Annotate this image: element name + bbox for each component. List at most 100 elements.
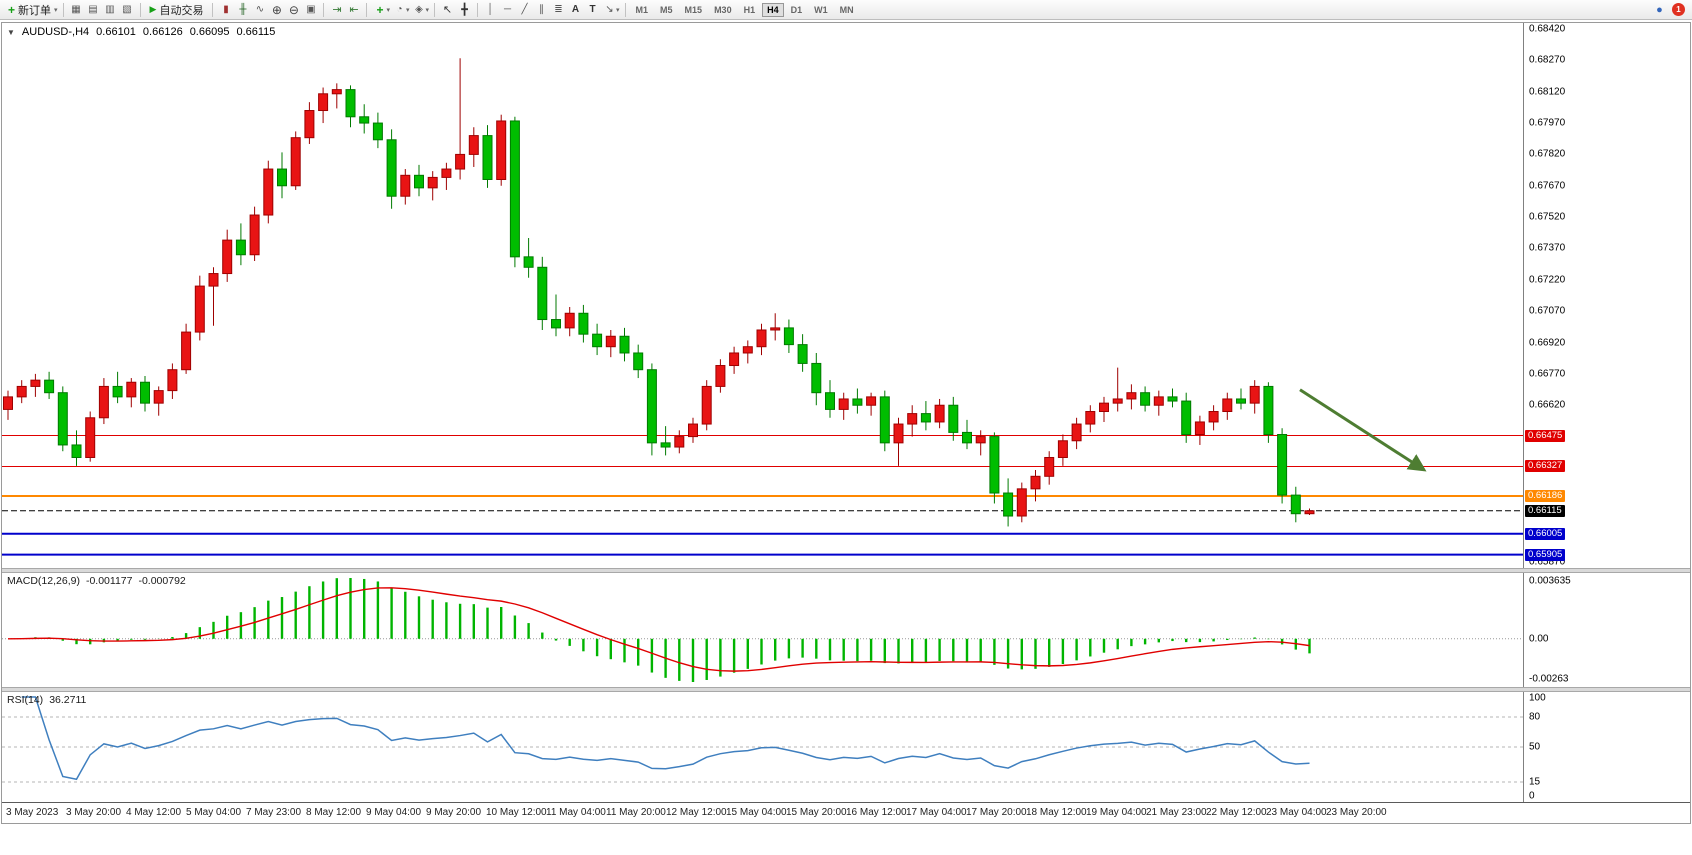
- candle: [140, 381, 150, 404]
- caret-icon: ▾: [405, 6, 410, 14]
- trendline-icon[interactable]: ╱: [521, 4, 528, 15]
- indicators-icon[interactable]: +: [376, 2, 384, 17]
- candle: [304, 110, 315, 139]
- candle: [551, 319, 561, 329]
- candle: [948, 404, 959, 433]
- time-label: 16 May 12:00: [846, 807, 907, 818]
- caret-icon: ▾: [54, 6, 58, 14]
- chart-window: ▼ AUDUSD-,H4 0.66101 0.66126 0.66095 0.6…: [1, 22, 1691, 824]
- candle: [30, 379, 41, 387]
- candle: [372, 122, 383, 141]
- crosshair-icon[interactable]: ╋: [461, 4, 468, 16]
- price-tick: 0.67070: [1529, 305, 1566, 317]
- profiles-icon[interactable]: ▤: [88, 4, 98, 15]
- pane-splitter[interactable]: [2, 687, 1690, 692]
- pane-splitter[interactable]: [2, 568, 1690, 573]
- line-chart-icon[interactable]: ∿: [255, 4, 265, 15]
- collapse-ohlc-icon[interactable]: ▼: [7, 27, 15, 37]
- auto-trading-button[interactable]: ▶ 自动交易: [145, 1, 209, 18]
- chart-shift-icon[interactable]: ⇤: [349, 4, 359, 16]
- macd-signal-value: -0.000792: [138, 575, 186, 587]
- rsi-axis-label: 50: [1529, 741, 1541, 753]
- time-label: 15 May 20:00: [786, 807, 847, 818]
- time-label: 23 May 20:00: [1326, 807, 1387, 818]
- rsi-axis-label: 100: [1529, 692, 1546, 704]
- macd-name: MACD(12,26,9): [7, 575, 80, 587]
- time-label: 18 May 12:00: [1026, 807, 1087, 818]
- candle: [797, 344, 808, 364]
- rsi-canvas[interactable]: [2, 692, 1523, 802]
- candle: [277, 168, 287, 187]
- timeframe-M1[interactable]: M1: [635, 4, 649, 15]
- time-label: 4 May 12:00: [126, 807, 182, 818]
- time-label: 7 May 23:00: [246, 807, 302, 818]
- time-label: 19 May 04:00: [1086, 807, 1147, 818]
- periods-icon[interactable]: ◔: [396, 4, 403, 15]
- candle: [386, 139, 397, 197]
- time-label: 3 May 2023: [6, 807, 59, 818]
- candle: [1263, 385, 1274, 435]
- bar-chart-icon[interactable]: ▮: [223, 4, 229, 15]
- timeframe-H1[interactable]: H1: [743, 4, 756, 15]
- chart-header: ▼ AUDUSD-,H4 0.66101 0.66126 0.66095 0.6…: [7, 26, 275, 38]
- candle: [537, 266, 548, 321]
- timeframe-M5[interactable]: M5: [660, 4, 673, 15]
- time-label: 21 May 23:00: [1146, 807, 1207, 818]
- timeframe-W1[interactable]: W1: [814, 4, 828, 15]
- time-axis[interactable]: 3 May 2023 3 May 20:00 4 May 12:00 5 May 04…: [2, 802, 1690, 823]
- text-icon[interactable]: A: [571, 4, 580, 15]
- candle: [16, 385, 27, 398]
- candle: [1153, 396, 1164, 406]
- timeframe-M15[interactable]: M15: [684, 4, 703, 15]
- navigator-icon[interactable]: ▧: [122, 4, 132, 15]
- trend-arrow-annotation[interactable]: [1299, 388, 1427, 472]
- timeframe-H4[interactable]: H4: [762, 2, 784, 17]
- channel-icon[interactable]: ∥: [539, 4, 544, 15]
- candle: [290, 137, 301, 187]
- candle: [482, 135, 493, 180]
- candle: [98, 385, 109, 419]
- fibonacci-icon[interactable]: ≣: [554, 4, 563, 15]
- tile-windows-icon[interactable]: ▣: [306, 4, 316, 15]
- time-label: 15 May 04:00: [726, 807, 787, 818]
- new-chart-icon[interactable]: ▦: [71, 4, 81, 15]
- caret-icon: ▾: [425, 6, 429, 14]
- caret-icon: ▾: [386, 6, 390, 14]
- time-label: 9 May 20:00: [426, 807, 482, 818]
- candle: [633, 352, 644, 371]
- new-order-button[interactable]: + 新订单: [3, 1, 56, 18]
- candlestick-chart-icon[interactable]: ╫: [239, 4, 247, 15]
- notifications-badge[interactable]: 1: [1672, 3, 1685, 16]
- candle: [318, 93, 329, 112]
- vertical-line-icon[interactable]: │: [487, 4, 494, 15]
- candle: [701, 385, 712, 425]
- price-level-label: 0.66005: [1525, 527, 1566, 540]
- cursor-icon[interactable]: ↖: [442, 4, 453, 16]
- community-icon[interactable]: ●: [1656, 3, 1663, 16]
- zoom-out-icon[interactable]: ⊖: [288, 2, 299, 17]
- price-chart-canvas[interactable]: [2, 23, 1523, 568]
- candle: [770, 327, 781, 331]
- macd-canvas[interactable]: [2, 573, 1523, 687]
- candle: [1167, 396, 1178, 402]
- rsi-axis[interactable]: 100 80 50 15 0: [1523, 692, 1690, 802]
- candle: [1140, 392, 1151, 406]
- macd-axis[interactable]: 0.003635 0.00 -0.00263: [1523, 573, 1690, 687]
- price-axis[interactable]: 0.68420 0.68270 0.68120 0.67970 0.67820 0.676…: [1523, 23, 1690, 568]
- candle: [71, 444, 82, 458]
- auto-trading-label: 自动交易: [159, 4, 204, 17]
- candle: [441, 168, 452, 178]
- candle: [783, 327, 794, 346]
- time-label: 17 May 04:00: [906, 807, 967, 818]
- label-icon[interactable]: T: [589, 4, 596, 15]
- arrow-tool-icon[interactable]: ↘: [605, 4, 614, 15]
- auto-scroll-icon[interactable]: ⇥: [332, 4, 342, 16]
- timeframe-D1[interactable]: D1: [790, 4, 803, 15]
- market-watch-icon[interactable]: ▥: [105, 4, 115, 15]
- horizontal-line-icon[interactable]: ─: [503, 4, 512, 15]
- timeframe-MN[interactable]: MN: [839, 4, 854, 15]
- zoom-in-icon[interactable]: ⊕: [271, 2, 282, 17]
- timeframe-M30[interactable]: M30: [714, 4, 732, 15]
- templates-icon[interactable]: ◈: [415, 4, 423, 15]
